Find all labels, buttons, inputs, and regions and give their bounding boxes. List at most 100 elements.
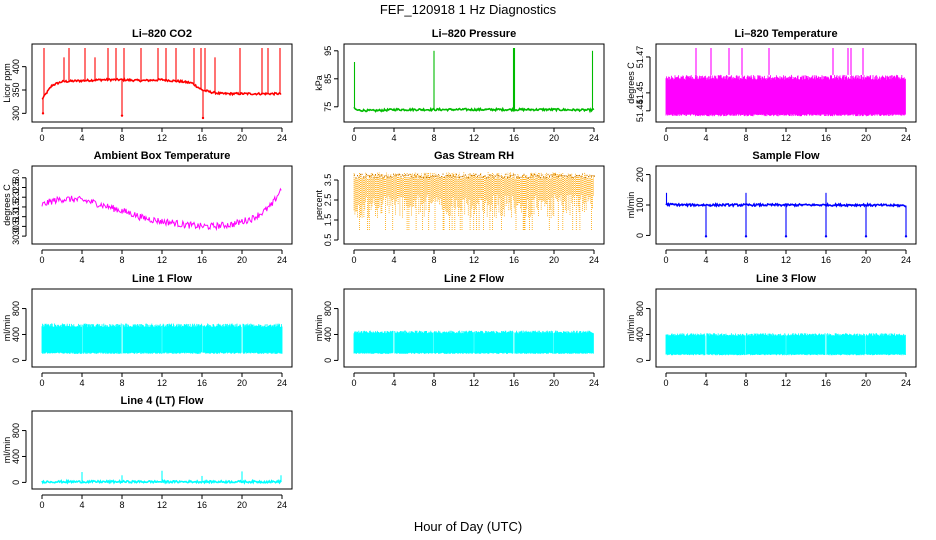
plot-frame [343, 288, 605, 368]
chart-panel-3: Li–820 Temperature degrees C 0 4 8 12 16 20 24 51… [626, 28, 917, 143]
x-tick-label: 4 [703, 133, 708, 143]
x-tick-label: 8 [119, 378, 124, 388]
x-tick-label: 8 [743, 378, 748, 388]
dip-point [704, 235, 708, 238]
y-tick-label: 75 [323, 102, 333, 112]
y-axis-label: ml/min [626, 315, 636, 342]
x-tick-label: 8 [119, 133, 124, 143]
x-tick-label: 24 [589, 133, 599, 143]
y-tick-label: 400 [323, 327, 333, 342]
y-axis-label: ml/min [2, 315, 12, 342]
x-tick-label: 20 [237, 255, 247, 265]
plot-frame [655, 43, 917, 123]
series-group [665, 192, 908, 238]
x-tick-label: 8 [431, 133, 436, 143]
y-tick-label: 51.44 [635, 100, 645, 123]
plot-frame [343, 43, 605, 123]
series-group [353, 330, 594, 354]
x-tick-label: 12 [469, 133, 479, 143]
chart-panel-1: Li–820 CO2 Licor ppm 0 4 8 12 16 20 24 300 350 400 [2, 28, 293, 143]
y-tick-label: 51.47 [635, 46, 645, 69]
x-tick-label: 20 [549, 133, 559, 143]
x-tick-label: 8 [431, 378, 436, 388]
y-tick-label: 3.5 [323, 174, 333, 187]
x-tick-label: 8 [743, 255, 748, 265]
y-tick-label: 0 [11, 480, 21, 485]
x-tick-label: 12 [781, 255, 791, 265]
series-group [41, 187, 282, 232]
x-tick-label: 4 [703, 378, 708, 388]
x-tick-label: 8 [119, 255, 124, 265]
x-tick-label: 24 [277, 255, 287, 265]
dip-point [201, 116, 205, 120]
x-tick-label: 12 [469, 255, 479, 265]
series-group [41, 48, 282, 120]
series-group [41, 470, 282, 485]
series-band [665, 74, 906, 117]
x-tick-label: 4 [79, 133, 84, 143]
dip-point [864, 235, 868, 238]
dip-point [784, 235, 788, 238]
x-tick-label: 12 [157, 500, 167, 510]
x-tick-label: 16 [509, 133, 519, 143]
y-tick-label: 31.0 [11, 208, 21, 226]
x-tick-label: 16 [821, 133, 831, 143]
dip-point [824, 235, 828, 238]
y-tick-label: 400 [11, 327, 21, 342]
series-band [665, 333, 906, 356]
y-tick-label: 32.5 [11, 179, 21, 197]
y-tick-label: 800 [11, 301, 21, 316]
x-tick-label: 0 [39, 500, 44, 510]
series-group [665, 48, 906, 117]
chart-panel-4: Ambient Box Temperature degrees C 0 4 8 12 16 2… [2, 150, 293, 265]
y-tick-label: 400 [11, 59, 21, 74]
y-tick-label: 400 [11, 449, 21, 464]
series-line [41, 478, 282, 485]
y-tick-label: 1.5 [323, 214, 333, 227]
panel-title: Li–820 Pressure [432, 28, 516, 40]
panel-title: Li–820 CO2 [132, 28, 192, 40]
y-axis-label: kPa [314, 75, 324, 91]
y-tick-label: 200 [635, 167, 645, 182]
series-group [353, 48, 595, 114]
y-tick-label: 33.0 [11, 169, 21, 187]
y-tick-label: 0 [323, 358, 333, 363]
plot-frame [31, 165, 293, 245]
x-tick-label: 24 [901, 255, 911, 265]
panel-title: Line 2 Flow [444, 273, 504, 285]
x-tick-label: 12 [157, 133, 167, 143]
x-tick-label: 20 [549, 255, 559, 265]
x-tick-label: 24 [589, 378, 599, 388]
x-tick-label: 0 [351, 255, 356, 265]
panel-title: Ambient Box Temperature [94, 150, 231, 162]
series-band [41, 323, 283, 354]
y-tick-label: 51.45 [635, 82, 645, 105]
x-tick-label: 16 [821, 255, 831, 265]
chart-panel-5: Gas Stream RH percent 0 4 8 12 16 20 24 0.5 1.5 2.5… [314, 150, 605, 265]
y-tick-label: 32.0 [11, 188, 21, 206]
x-tick-label: 0 [39, 255, 44, 265]
dip-point [904, 235, 908, 238]
x-tick-label: 24 [277, 500, 287, 510]
x-tick-label: 12 [781, 378, 791, 388]
x-tick-label: 8 [431, 255, 436, 265]
x-tick-label: 16 [197, 378, 207, 388]
chart-panel-8: Line 2 Flow ml/min 0 4 8 12 16 20 24 0 400 800 [314, 273, 605, 388]
x-tick-label: 0 [663, 378, 668, 388]
y-axis-label: Licor ppm [2, 63, 12, 103]
x-tick-label: 20 [549, 378, 559, 388]
y-tick-label: 0 [635, 358, 645, 363]
y-axis-label: ml/min [2, 437, 12, 464]
x-tick-label: 8 [119, 500, 124, 510]
y-tick-label: 0.5 [323, 234, 333, 247]
series-line [353, 106, 595, 114]
figure-title: FEF_120918 1 Hz Diagnostics [380, 2, 557, 17]
x-tick-label: 4 [703, 255, 708, 265]
dip-point [41, 112, 45, 115]
x-tick-label: 12 [157, 378, 167, 388]
x-tick-label: 0 [351, 378, 356, 388]
dip-point [120, 114, 124, 117]
series-points-top [354, 173, 595, 179]
